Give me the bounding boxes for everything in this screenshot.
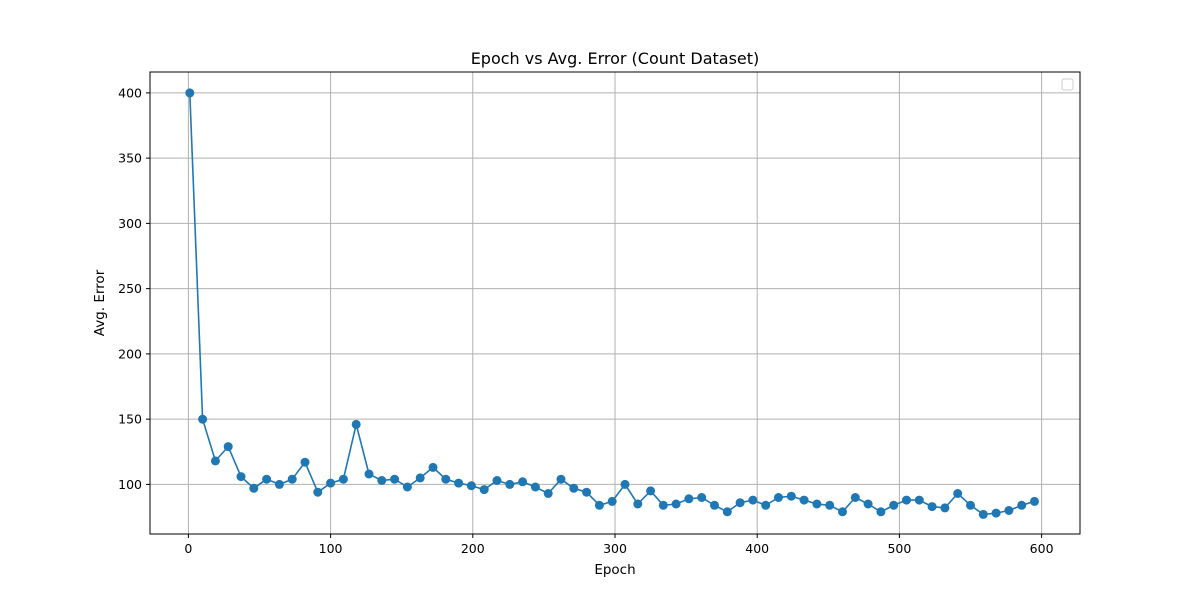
data-point [582, 487, 592, 497]
y-tick-label: 100 [118, 477, 142, 492]
data-point [198, 414, 208, 424]
x-tick-label: 0 [184, 541, 192, 556]
data-point [735, 498, 745, 508]
data-point [914, 495, 924, 505]
data-point [505, 479, 515, 489]
data-point [633, 499, 643, 509]
data-point [428, 462, 438, 472]
x-tick-label: 300 [603, 541, 627, 556]
grid-lines [150, 72, 1080, 534]
data-point [492, 476, 502, 485]
data-point [454, 478, 464, 488]
x-tick-label: 200 [461, 541, 485, 556]
data-point [543, 489, 553, 498]
data-point [300, 457, 310, 467]
data-point [966, 500, 975, 510]
y-tick-label: 300 [118, 216, 142, 231]
data-point [466, 481, 476, 491]
data-point [812, 499, 822, 509]
data-point [799, 495, 809, 505]
data-point [671, 499, 681, 509]
data-point [850, 493, 860, 502]
data-point [940, 503, 950, 513]
data-point [479, 485, 489, 495]
data-point [863, 499, 873, 509]
data-point [620, 479, 630, 489]
data-point [262, 474, 272, 484]
y-tick-label: 400 [118, 85, 142, 100]
data-point [236, 472, 246, 482]
data-point [351, 419, 361, 429]
data-point [569, 483, 579, 493]
legend-box [1061, 78, 1074, 91]
y-tick-label: 150 [118, 412, 142, 427]
data-point [415, 473, 425, 483]
data-point [710, 500, 719, 510]
data-point [402, 482, 412, 492]
data-point [223, 442, 233, 452]
data-point [1030, 496, 1039, 506]
data-point [825, 500, 835, 510]
data-point [1004, 506, 1014, 515]
y-tick-label: 200 [118, 346, 142, 361]
data-point [889, 500, 899, 510]
data-point [326, 478, 336, 488]
axis-ticks: 0 100 200 300 400 500 600 100 150 200 250 300 350 400 [118, 85, 1053, 556]
x-axis-title: Epoch [594, 562, 635, 578]
x-tick-label: 600 [1030, 541, 1054, 556]
data-point [684, 494, 694, 504]
data-point [748, 495, 758, 505]
data-point [1017, 500, 1027, 510]
data-point [313, 487, 323, 497]
data-point [556, 474, 566, 484]
data-point [658, 500, 668, 510]
chart-title: Epoch vs Avg. Error (Count Dataset) [471, 49, 760, 68]
data-point [991, 508, 1001, 518]
data-point [249, 483, 259, 493]
data-point [274, 479, 284, 489]
data-point [518, 477, 528, 487]
data-point [210, 456, 220, 466]
data-point [364, 469, 374, 479]
data-series [185, 88, 1039, 519]
data-point [774, 493, 783, 502]
y-tick-label: 350 [118, 151, 142, 166]
x-tick-label: 100 [319, 541, 343, 556]
data-point [761, 500, 771, 510]
data-point [838, 507, 847, 517]
data-point [287, 474, 297, 484]
y-tick-label: 250 [118, 281, 142, 296]
data-point [953, 489, 963, 498]
data-point [786, 491, 796, 501]
data-point [607, 496, 617, 506]
data-point [927, 502, 937, 512]
data-point [697, 493, 707, 502]
x-tick-label: 500 [887, 541, 911, 556]
data-point [902, 495, 911, 505]
y-axis-title: Avg. Error [92, 269, 108, 336]
data-point [338, 474, 348, 484]
data-point [390, 474, 400, 484]
x-tick-label: 400 [745, 541, 769, 556]
data-point [594, 500, 604, 510]
data-point [646, 486, 656, 496]
data-point [978, 509, 988, 519]
data-point [876, 507, 886, 517]
data-point [530, 482, 540, 492]
data-point [722, 507, 732, 517]
data-point [185, 88, 195, 98]
data-point [377, 476, 387, 485]
data-point [441, 474, 451, 484]
